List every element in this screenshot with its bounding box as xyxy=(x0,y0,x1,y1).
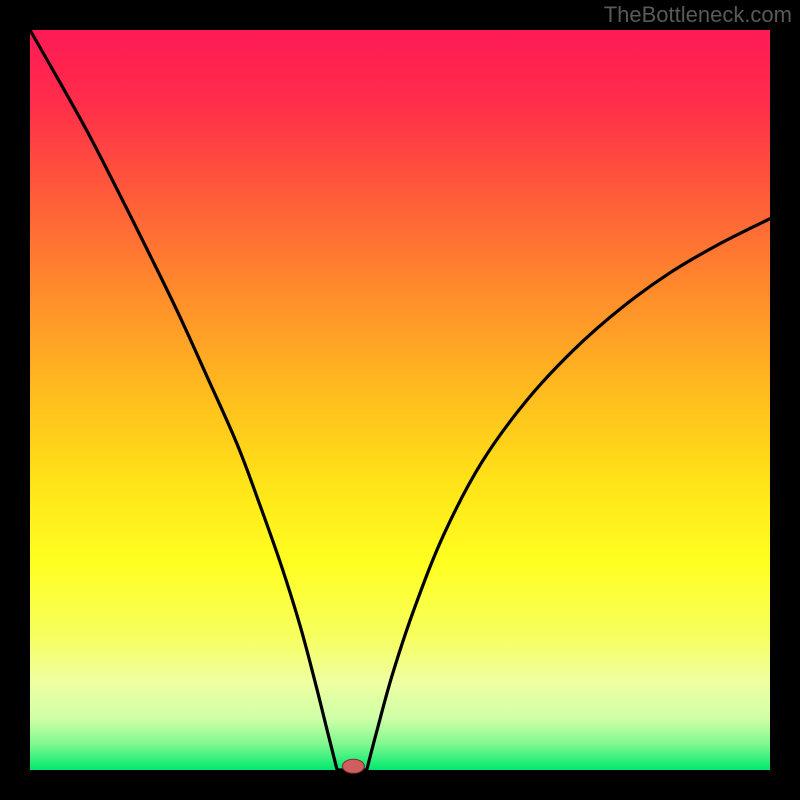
plot-background xyxy=(30,30,770,770)
bottleneck-chart xyxy=(0,0,800,800)
minimum-marker xyxy=(342,759,364,773)
watermark-text: TheBottleneck.com xyxy=(604,2,792,28)
